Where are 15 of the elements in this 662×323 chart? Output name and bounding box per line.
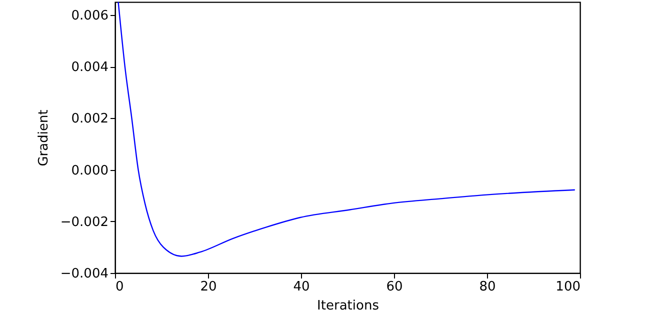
y-tick-label: 0.004	[71, 60, 108, 76]
x-tick-label: 0	[116, 280, 124, 294]
x-tick-label: 100	[556, 280, 580, 294]
x-tick-label: 20	[200, 280, 217, 294]
y-axis-title: Gradient	[36, 110, 52, 166]
x-tick-label: 40	[293, 280, 310, 294]
y-tick-label: −0.002	[60, 214, 108, 230]
y-tick-label: 0.006	[71, 8, 108, 24]
line-series	[118, 2, 576, 257]
x-tick-label: 80	[479, 280, 496, 294]
y-tick-label: 0.002	[71, 112, 108, 127]
x-axis-title: Iterations	[317, 298, 380, 314]
x-tick-label: 60	[386, 280, 403, 294]
y-tick-label: 0.000	[71, 163, 108, 178]
y-tick-label: −0.004	[60, 266, 108, 282]
